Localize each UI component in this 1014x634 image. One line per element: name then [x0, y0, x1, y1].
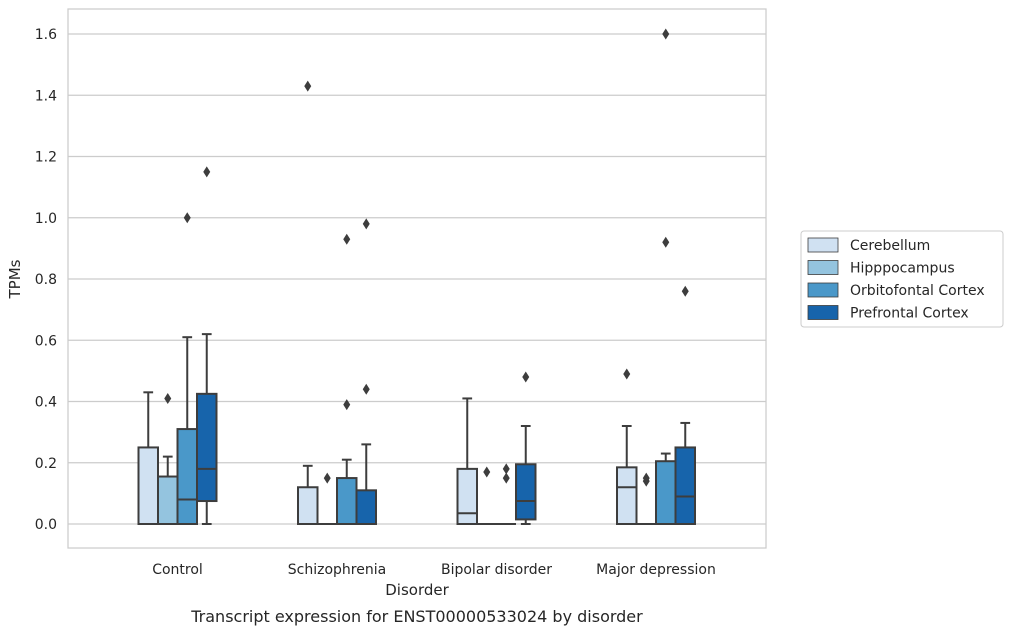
- outlier-point: [623, 368, 631, 380]
- series-hipppocampus: [157, 392, 656, 525]
- plot-frame: [67, 8, 767, 549]
- legend-label: Cerebellum: [850, 238, 930, 254]
- y-tick-labels: 0.0 0.2 0.4 0.6 0.8 1.0 1.2 1.4 1.6: [35, 27, 57, 533]
- box-series: [137, 28, 696, 525]
- box: [655, 460, 677, 525]
- outlier-point: [502, 463, 510, 475]
- outlier-point: [362, 383, 370, 395]
- y-tick-label: 1.0: [35, 211, 57, 227]
- box: [616, 466, 638, 525]
- y-tick-label: 1.6: [35, 27, 57, 43]
- legend-label: Hipppocampus: [850, 261, 955, 277]
- y-tick-label: 0.4: [35, 395, 57, 411]
- box: [674, 446, 696, 525]
- legend-swatch: [807, 305, 839, 320]
- y-tick-label: 1.4: [35, 88, 57, 104]
- box: [137, 446, 159, 525]
- outlier-point: [362, 218, 370, 230]
- y-tick-label: 0.6: [35, 333, 57, 349]
- series-prefrontal-cortex: [196, 166, 696, 525]
- y-tick-label: 0.0: [35, 517, 57, 533]
- outlier-point: [522, 371, 530, 383]
- outlier-point: [203, 166, 211, 178]
- x-tick-label: Schizophrenia: [288, 562, 386, 578]
- outlier-point: [502, 472, 510, 484]
- legend-label: Prefrontal Cortex: [850, 306, 969, 322]
- legend: Cerebellum Hipppocampus Orbitofontal Corte…: [800, 230, 1004, 328]
- x-tick-labels: Control Schizophrenia Bipolar disorder Majo…: [152, 562, 716, 578]
- x-tick-label: Major depression: [596, 562, 716, 578]
- outlier-point: [164, 392, 172, 404]
- outlier-point: [343, 233, 351, 245]
- box: [157, 475, 179, 525]
- outlier-point: [483, 466, 491, 478]
- y-tick-label: 1.2: [35, 150, 57, 166]
- series-orbitofontal-cortex: [176, 28, 677, 525]
- box: [515, 463, 537, 521]
- y-axis-label: TPMs: [6, 259, 24, 299]
- outlier-point: [304, 80, 312, 92]
- box: [336, 477, 358, 525]
- outlier-point: [681, 285, 689, 297]
- legend-frame: [800, 230, 1004, 328]
- box: [297, 486, 319, 525]
- outlier-point: [343, 399, 351, 411]
- box: [355, 489, 377, 525]
- legend-label: Orbitofontal Cortex: [850, 283, 985, 299]
- legend-swatch: [807, 237, 839, 253]
- y-tick-label: 0.2: [35, 456, 57, 472]
- x-axis-label: Disorder: [385, 581, 449, 599]
- legend-swatch: [807, 282, 839, 298]
- outlier-point: [662, 28, 670, 40]
- outlier-point: [642, 472, 650, 484]
- box: [456, 467, 478, 525]
- y-tick-label: 0.8: [35, 272, 57, 288]
- outlier-point: [662, 236, 670, 248]
- legend-swatch: [807, 260, 839, 275]
- figure-caption: Transcript expression for ENST0000053302…: [190, 607, 643, 626]
- x-tick-label: Control: [152, 562, 203, 578]
- box: [176, 428, 198, 525]
- series-cerebellum: [137, 80, 638, 525]
- outlier-point: [323, 472, 331, 484]
- x-tick-label: Bipolar disorder: [441, 562, 552, 578]
- box: [196, 392, 218, 503]
- outlier-point: [183, 212, 191, 224]
